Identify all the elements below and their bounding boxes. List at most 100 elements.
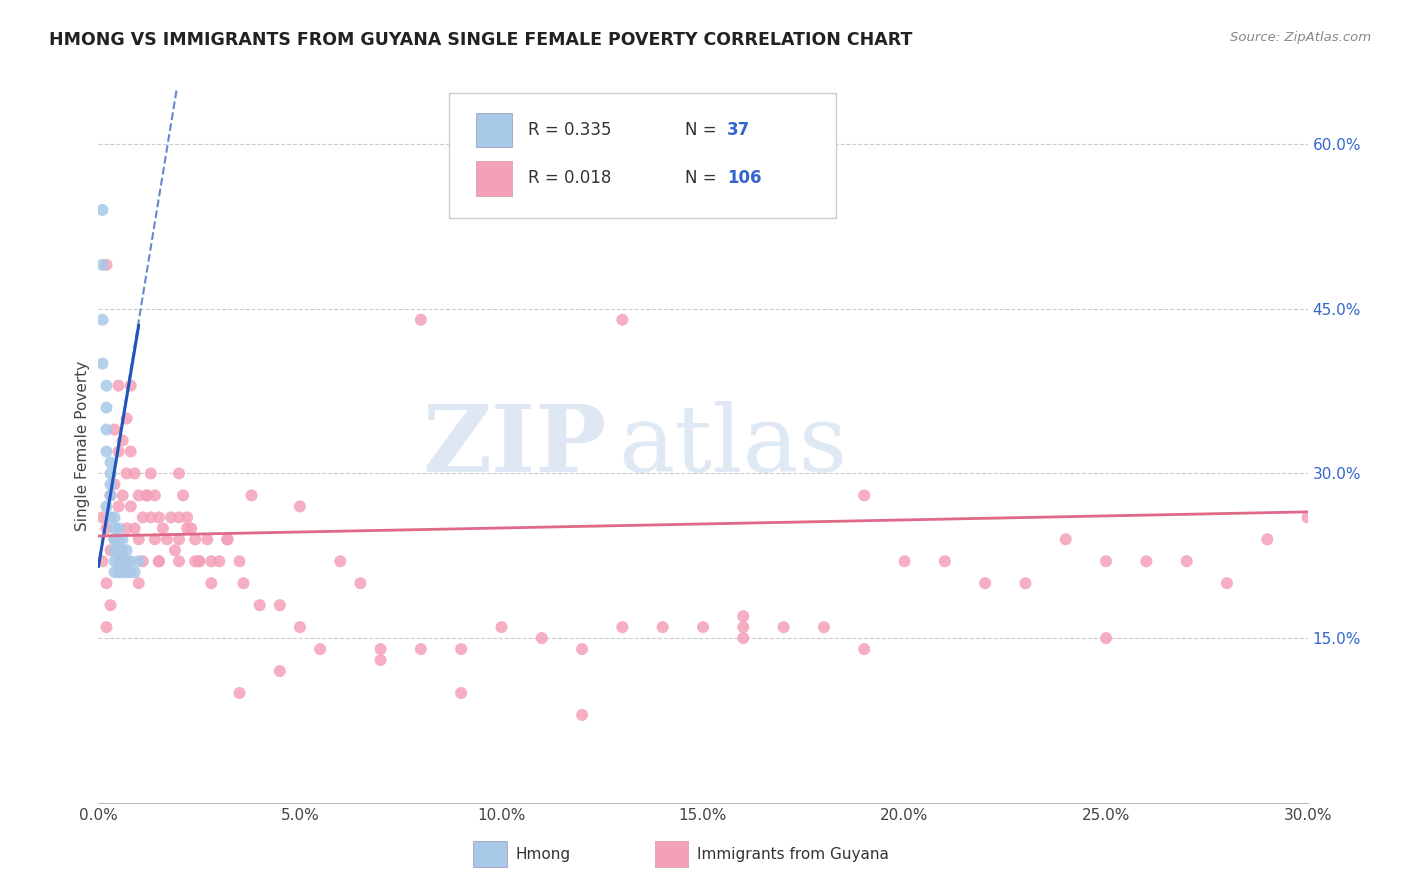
Point [1135, 554, 1157, 568]
Text: atlas: atlas [619, 401, 848, 491]
Point [167, 533, 190, 547]
Point [91, 258, 114, 272]
Point [217, 533, 239, 547]
Point [612, 312, 634, 326]
Text: ZIP: ZIP [422, 401, 606, 491]
Point [96, 444, 118, 458]
Point [96, 401, 118, 415]
Point [132, 554, 155, 568]
FancyBboxPatch shape [475, 161, 512, 195]
Point [1175, 554, 1198, 568]
Point [111, 533, 134, 547]
Point [107, 444, 129, 458]
Point [100, 455, 122, 469]
Point [249, 598, 271, 612]
Point [148, 510, 170, 524]
Point [115, 554, 138, 568]
Point [139, 467, 162, 481]
Point [103, 554, 125, 568]
Point [107, 500, 129, 514]
Point [450, 642, 472, 657]
Point [160, 510, 183, 524]
Point [120, 500, 142, 514]
Point [96, 576, 118, 591]
Point [128, 488, 150, 502]
Point [772, 620, 794, 634]
Text: N =: N = [685, 121, 721, 139]
Point [91, 510, 114, 524]
Point [107, 521, 129, 535]
Point [107, 533, 129, 547]
Point [208, 554, 231, 568]
Text: Immigrants from Guyana: Immigrants from Guyana [697, 847, 889, 862]
Point [103, 566, 125, 580]
Text: Hmong: Hmong [516, 847, 571, 862]
Point [103, 533, 125, 547]
Point [853, 488, 876, 502]
Point [491, 620, 513, 634]
Point [1095, 631, 1118, 645]
Point [269, 664, 291, 678]
Point [692, 620, 714, 634]
Point [409, 312, 432, 326]
Point [100, 488, 122, 502]
Point [232, 576, 254, 591]
Point [370, 642, 392, 657]
Point [200, 576, 222, 591]
Point [115, 411, 138, 425]
Point [100, 467, 122, 481]
Point [163, 543, 186, 558]
Point [107, 566, 129, 580]
Point [370, 653, 392, 667]
Point [103, 423, 125, 437]
Point [651, 620, 673, 634]
Point [128, 576, 150, 591]
Point [733, 620, 755, 634]
Text: N =: N = [685, 169, 721, 187]
FancyBboxPatch shape [449, 93, 837, 218]
Point [111, 488, 134, 502]
Point [188, 554, 211, 568]
Point [135, 488, 157, 502]
Point [167, 510, 190, 524]
Point [103, 477, 125, 491]
Point [120, 554, 142, 568]
Point [100, 598, 122, 612]
Point [893, 554, 915, 568]
Point [450, 686, 472, 700]
Point [100, 543, 122, 558]
Point [91, 202, 114, 217]
Point [176, 510, 198, 524]
Point [409, 642, 432, 657]
Point [974, 576, 997, 591]
Point [176, 521, 198, 535]
Point [91, 357, 114, 371]
Text: R = 0.018: R = 0.018 [527, 169, 612, 187]
Point [96, 423, 118, 437]
Point [934, 554, 956, 568]
Point [103, 533, 125, 547]
Point [813, 620, 835, 634]
Point [148, 554, 170, 568]
Point [128, 554, 150, 568]
Point [91, 554, 114, 568]
Point [269, 598, 291, 612]
Point [530, 631, 553, 645]
Point [91, 312, 114, 326]
Point [103, 543, 125, 558]
Point [288, 500, 311, 514]
Point [124, 566, 146, 580]
Point [135, 488, 157, 502]
Point [103, 533, 125, 547]
Point [111, 566, 134, 580]
Point [288, 620, 311, 634]
Point [115, 543, 138, 558]
Point [733, 609, 755, 624]
Point [184, 533, 207, 547]
Point [188, 554, 211, 568]
Point [96, 378, 118, 392]
Point [228, 554, 250, 568]
Point [120, 566, 142, 580]
Point [1256, 533, 1278, 547]
Point [143, 488, 166, 502]
